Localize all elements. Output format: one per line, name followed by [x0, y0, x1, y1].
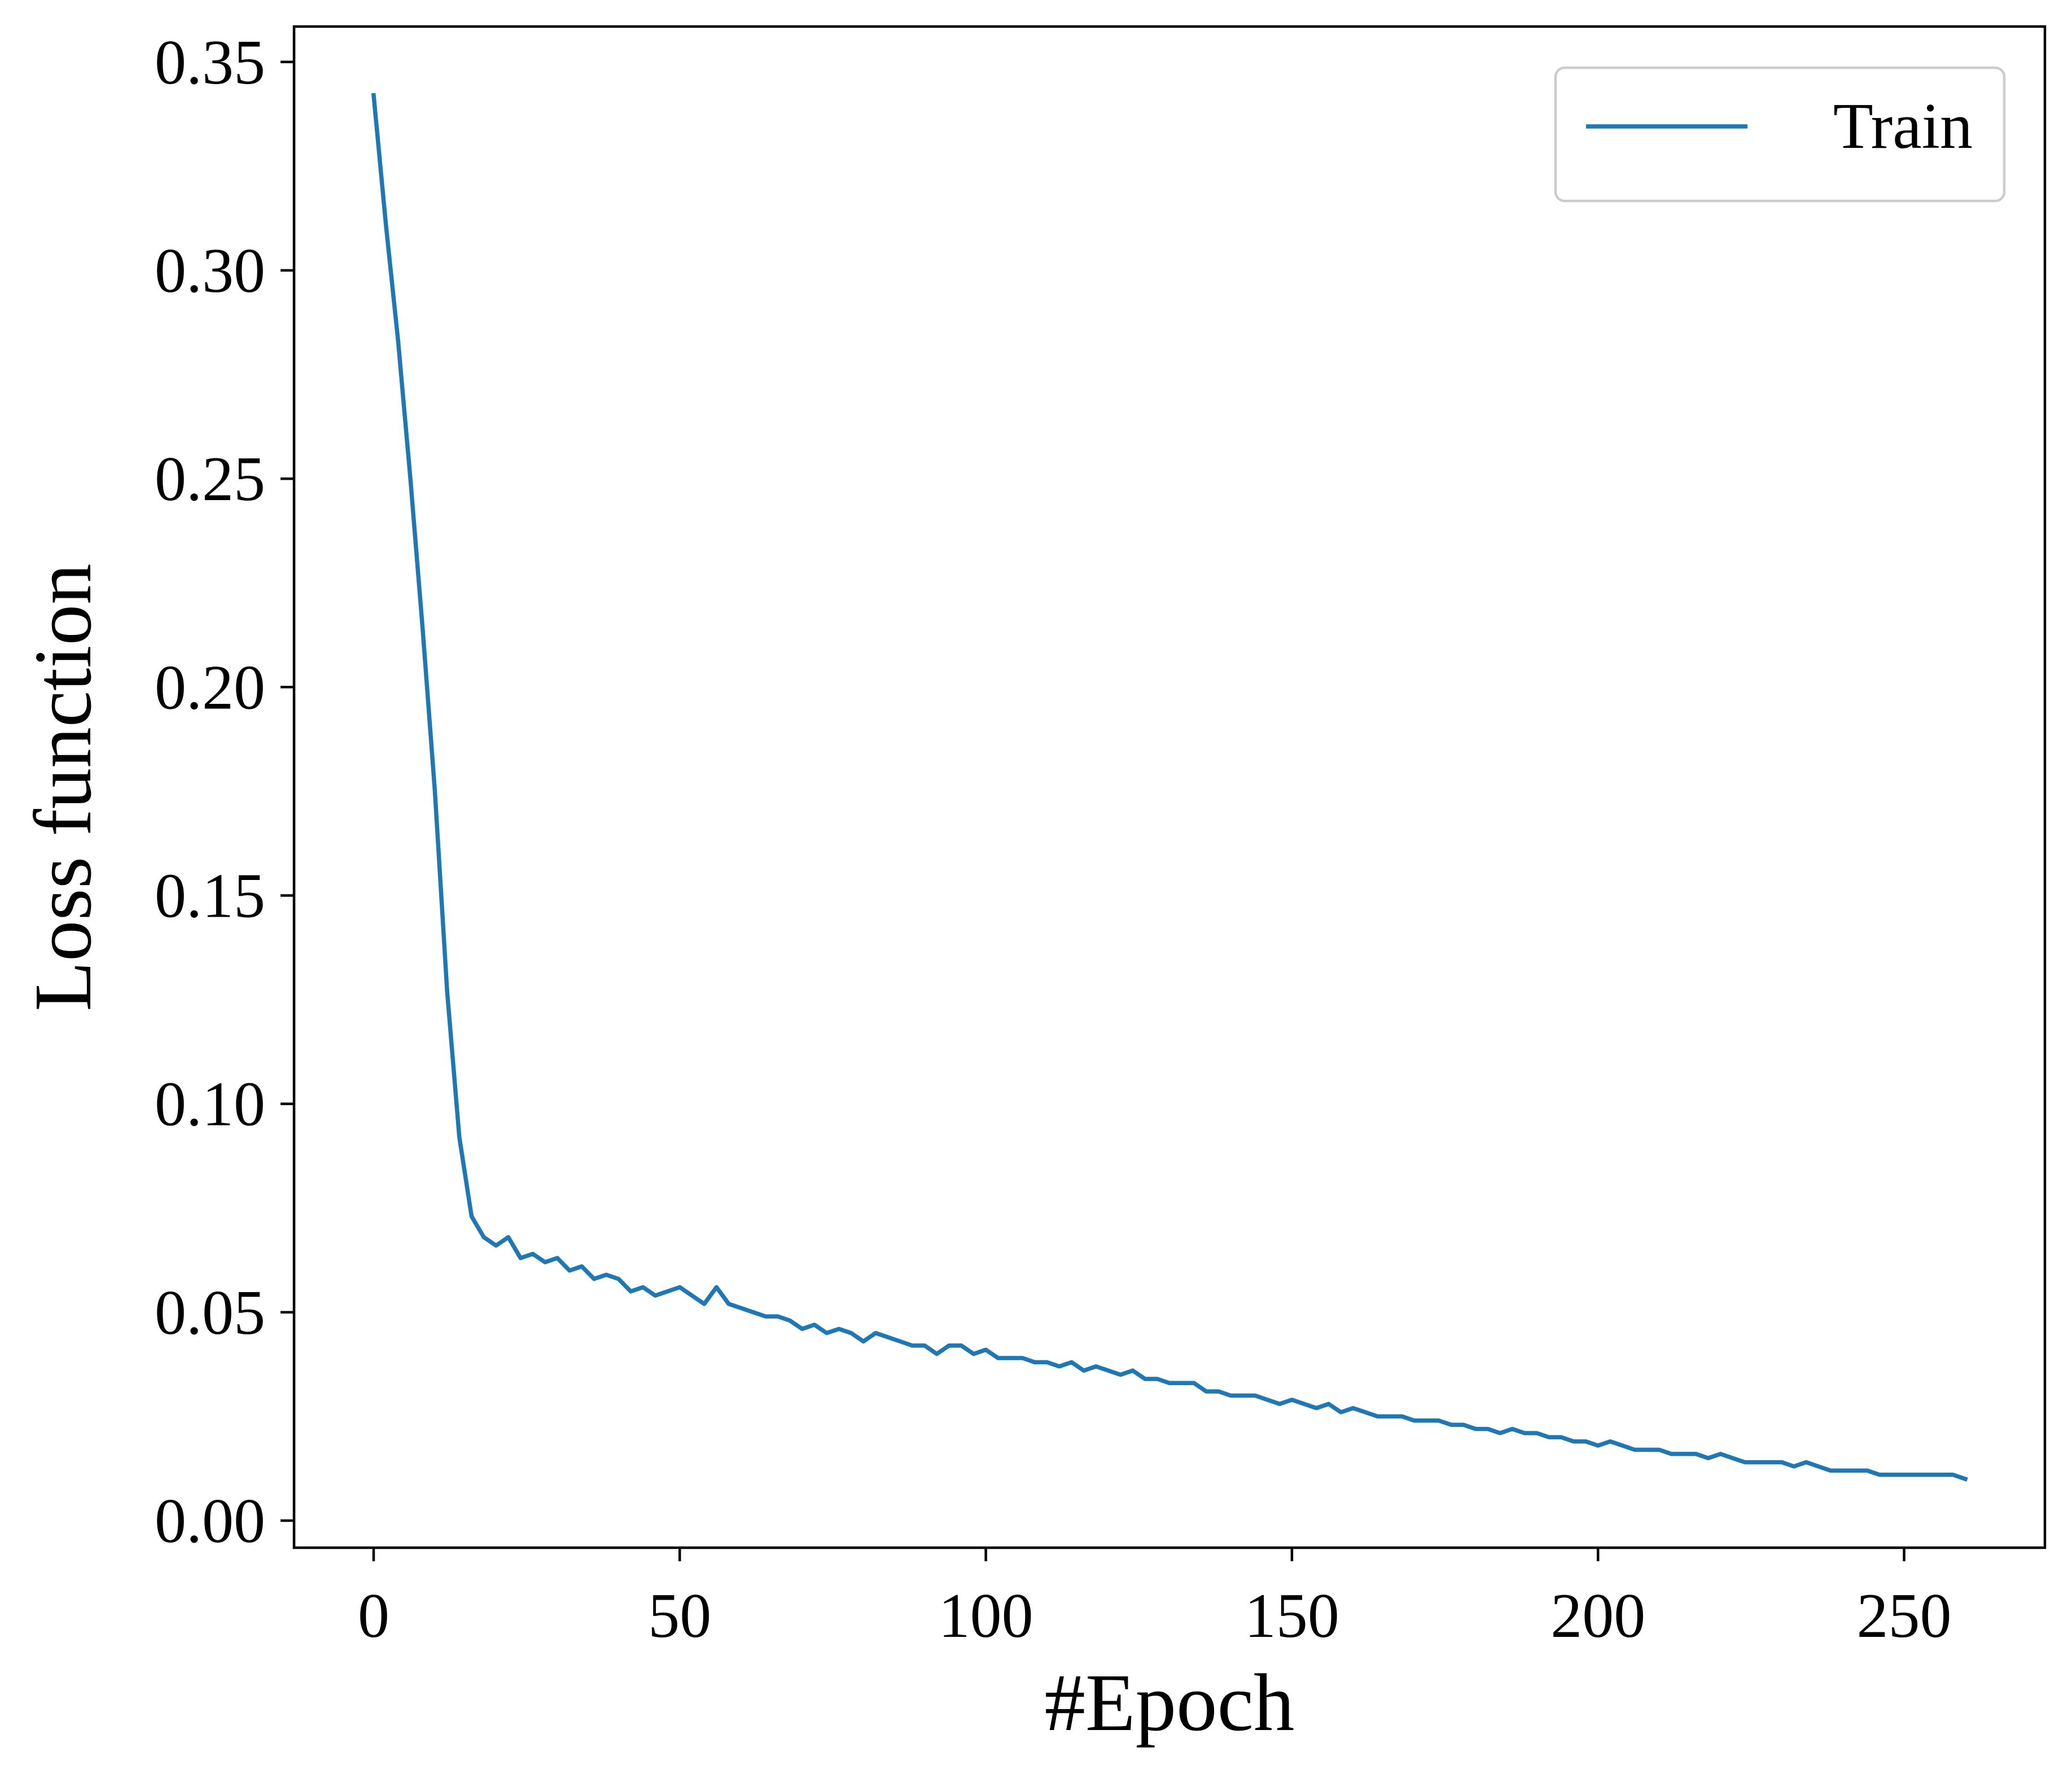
x-tick-label: 250 — [1857, 1581, 1952, 1651]
y-tick-label: 0.20 — [155, 652, 265, 722]
y-tick-label: 0.35 — [155, 28, 265, 98]
axes-frame — [292, 25, 2047, 1549]
y-tick-label: 0.10 — [155, 1070, 265, 1140]
x-tick-label: 50 — [648, 1581, 711, 1651]
x-tick-label: 0 — [358, 1581, 389, 1651]
y-axis-title: Loss function — [18, 563, 108, 1011]
series-line-train — [371, 93, 1968, 1482]
y-tick-label: 0.25 — [155, 444, 265, 514]
plot-area — [371, 93, 1968, 1482]
x-tick-label: 150 — [1245, 1581, 1339, 1651]
legend-label-train: Train — [1833, 90, 1973, 163]
legend-frame — [1554, 66, 2006, 203]
x-tick-label: 100 — [939, 1581, 1033, 1651]
legend: Train — [1554, 66, 2006, 203]
y-tick-label: 0.15 — [155, 861, 265, 931]
y-tick-label: 0.30 — [155, 236, 265, 306]
y-axis-ticks: 0.00 0.05 0.10 0.15 0.20 0.25 0.30 0.35 — [155, 28, 294, 1556]
x-axis-ticks: 0 50 100 150 200 250 — [358, 1548, 1952, 1651]
x-tick-label: 200 — [1550, 1581, 1645, 1651]
x-axis-title: #Epoch — [1045, 1658, 1295, 1748]
y-tick-label: 0.00 — [155, 1486, 265, 1556]
y-tick-label: 0.05 — [155, 1278, 265, 1348]
